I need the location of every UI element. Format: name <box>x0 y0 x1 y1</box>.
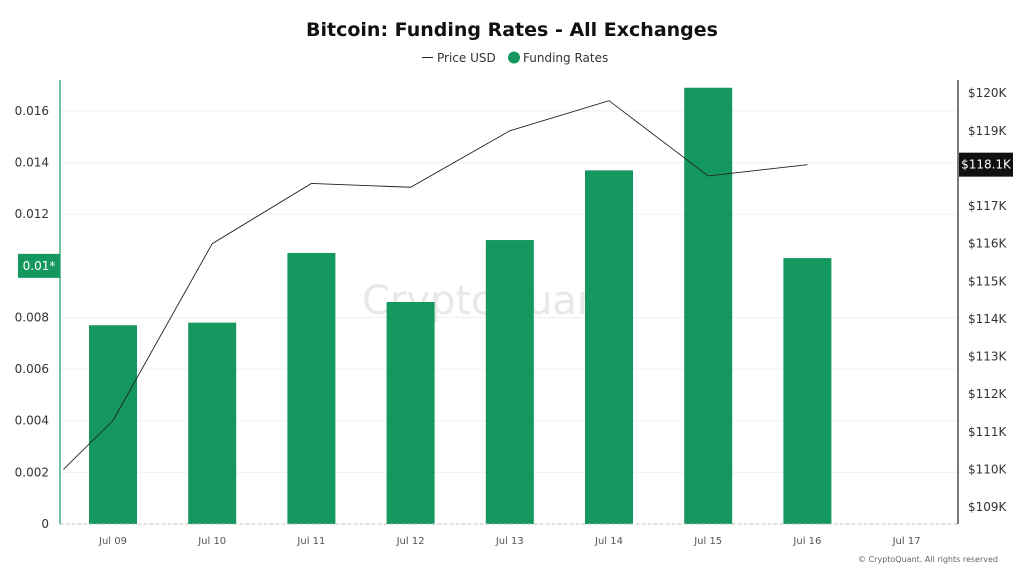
right-tick-label: $109K <box>968 500 1008 514</box>
x-tick-label: Jul 09 <box>98 536 127 547</box>
right-tick-label: $119K <box>968 124 1008 138</box>
x-tick-label: Jul 11 <box>296 536 325 547</box>
right-marker-label: $118.1K <box>961 158 1012 172</box>
right-tick-label: $111K <box>968 425 1008 439</box>
legend: Price USD Funding Rates <box>422 51 608 65</box>
left-tick-label: 0.008 <box>15 310 49 324</box>
left-marker-label: 0.01* <box>23 259 56 273</box>
funding-bars <box>89 87 832 525</box>
left-tick-label: 0.006 <box>15 362 49 376</box>
funding-bar <box>783 258 832 524</box>
axes <box>59 80 959 525</box>
funding-bar <box>585 170 633 525</box>
left-tick-label: 0.014 <box>15 156 49 170</box>
price-line-group <box>63 100 808 470</box>
x-tick-label: Jul 17 <box>892 536 921 547</box>
x-tick-label: Jul 12 <box>396 536 425 547</box>
axis-markers: 0.01* $118.1K <box>18 152 1013 278</box>
funding-bar <box>485 240 534 524</box>
right-tick-label: $115K <box>968 274 1008 288</box>
right-tick-label: $112K <box>968 387 1008 401</box>
right-tick-label: $110K <box>968 462 1008 476</box>
right-axis-ticks: $109K $110K $111K $112K $113K $114K $115K $116K… <box>968 86 1008 514</box>
price-line <box>63 100 808 470</box>
right-tick-label: $116K <box>968 237 1008 251</box>
left-marker-badge <box>18 253 60 278</box>
funding-bar <box>89 325 137 524</box>
funding-bar <box>188 322 237 524</box>
left-tick-label: 0.012 <box>15 207 49 221</box>
right-marker-badge <box>959 152 1013 177</box>
funding-bar <box>684 87 733 524</box>
left-axis-ticks: 0 0.002 0.004 0.006 0.008 0.012 0.014 0.016 <box>15 104 49 531</box>
left-tick-label: 0.004 <box>15 414 49 428</box>
x-tick-label: Jul 16 <box>792 536 821 547</box>
x-tick-label: Jul 14 <box>594 536 623 547</box>
copyright: © CryptoQuant. All rights reserved <box>858 555 998 564</box>
left-tick-label: 0 <box>41 517 49 531</box>
legend-funding-dot-icon <box>508 51 520 64</box>
funding-bar <box>287 252 336 524</box>
right-tick-label: $120K <box>968 86 1008 100</box>
legend-funding-label: Funding Rates <box>523 51 608 65</box>
x-tick-label: Jul 10 <box>197 536 226 547</box>
right-tick-label: $117K <box>968 199 1008 213</box>
legend-price-label: Price USD <box>437 51 496 65</box>
right-tick-label: $114K <box>968 312 1008 326</box>
right-tick-label: $113K <box>968 350 1008 364</box>
left-tick-label: 0.002 <box>15 465 49 479</box>
funding-bar <box>386 302 435 524</box>
x-axis-ticks: Jul 09 Jul 10 Jul 11 Jul 12 Jul 13 Jul 14 Jul … <box>98 536 921 547</box>
left-tick-label: 0.016 <box>15 104 49 118</box>
chart-title: Bitcoin: Funding Rates - All Exchanges <box>306 19 718 41</box>
x-tick-label: Jul 15 <box>693 536 722 547</box>
x-tick-label: Jul 13 <box>495 536 524 547</box>
